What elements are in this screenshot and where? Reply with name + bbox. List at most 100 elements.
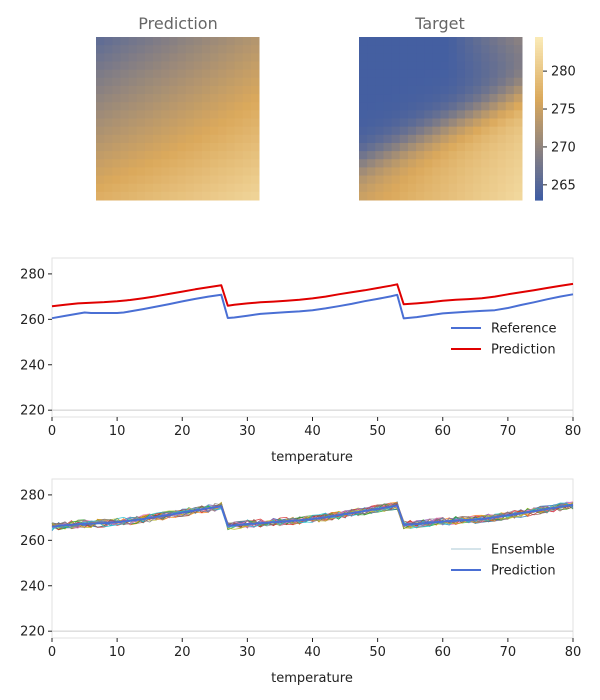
colorbar-tick-label: 270 [551,140,576,155]
heatmap-cell [153,175,162,185]
heatmap-cell [440,69,450,79]
heatmap-cell [359,118,368,128]
colorbar-segment [535,104,543,109]
heatmap-cell [407,151,417,160]
colorbar-segment [535,191,543,196]
heatmap-cell [448,191,458,201]
heatmap-cell [513,77,523,87]
heatmap-cell [234,175,244,185]
heatmap-cell [448,167,458,177]
heatmap-cell [440,45,450,54]
heatmap-cell [136,45,146,54]
heatmap-cell [505,37,515,46]
heatmap-cell [153,167,162,177]
heatmap-cell [185,191,195,201]
heatmap-cell [193,175,203,185]
heatmap-cell [375,126,384,136]
heatmap-cell [383,151,393,160]
heatmap-cell [359,37,368,46]
heatmap-cell [448,102,458,111]
heatmap-cell [391,159,401,168]
heatmap-cell [136,167,146,177]
colorbar-segment [535,167,543,171]
heatmap-cell [161,126,170,136]
heatmap-cell [96,69,105,79]
heatmap-cell [456,69,466,79]
heatmap-cell [226,110,236,119]
heatmap-cell [432,134,441,144]
heatmap-cell [250,77,260,87]
heatmap-cell [440,110,450,119]
heatmap-cell [448,110,458,119]
heatmap-cell [193,102,203,111]
heatmap-cell [112,69,121,79]
colorbar-segment [535,45,543,49]
heatmap-cell [407,61,417,71]
heatmap-cell [250,37,260,46]
heatmap-cell [505,126,515,136]
heatmap-cell [399,175,409,185]
heatmap-cell [391,69,401,79]
heatmap-cell [399,167,409,177]
heatmap-cell [375,142,384,152]
heatmap-cell [96,134,105,144]
heatmap-cell [144,94,154,103]
ensemble-member-line [51,502,574,529]
heatmap-cell [456,167,466,177]
heatmap-cell [359,142,368,152]
heatmap-cell [432,191,441,201]
heatmap-cell [250,102,260,111]
heatmap-cell [185,110,195,119]
heatmap-cell [383,69,393,79]
heatmap-cell [367,110,376,119]
heatmap-cell [489,102,499,111]
heatmap-cell [464,183,474,193]
heatmap-cell [234,167,244,177]
heatmap-cell [153,110,162,119]
heatmap-cell [120,191,130,201]
colorbar-segment [535,194,543,198]
heatmap-cell [432,142,441,152]
heatmap-cell [136,118,146,128]
heatmap-cell [448,183,458,193]
heatmap-cell [432,61,441,71]
heatmap-cell [193,85,203,95]
heatmap-cell [456,134,466,144]
heatmap-cell [359,69,368,79]
heatmap-cell [234,61,244,71]
colorbar-segment [535,102,543,106]
heatmap-cell [513,183,523,193]
heatmap-cell [359,61,368,71]
heatmap-cell [359,167,368,177]
heatmap-cell [448,69,458,79]
heatmap-cell [185,85,195,95]
heatmap-cell [250,126,260,136]
heatmap-cell [367,69,376,79]
heatmap-cell [120,94,130,103]
heatmap-cell [153,45,162,54]
heatmap-cell [169,110,178,119]
heatmap-cell [448,77,458,87]
heatmap-cell [464,159,474,168]
heatmap-cell [399,191,409,201]
heatmap-cell [505,45,515,54]
heatmap-cell [440,102,450,111]
heatmap-cell [250,191,260,201]
legend-label: Prediction [491,343,556,358]
heatmap-cell [375,175,384,185]
heatmap-cell [144,191,154,201]
heatmap-cell [399,110,409,119]
colorbar-segment [535,115,543,120]
heatmap-cell [242,151,252,160]
colorbar-segment [535,129,543,133]
heatmap-cell [489,175,499,185]
heatmap-cell [210,126,219,136]
heatmap-cell [399,77,409,87]
heatmap-cell [513,102,523,111]
colorbar-segment [535,94,543,98]
heatmap-cell [440,175,450,185]
heatmap-cell [169,53,178,62]
heatmap-cell [497,142,507,152]
heatmap-cell [104,167,113,177]
heatmap-prediction [96,37,260,201]
